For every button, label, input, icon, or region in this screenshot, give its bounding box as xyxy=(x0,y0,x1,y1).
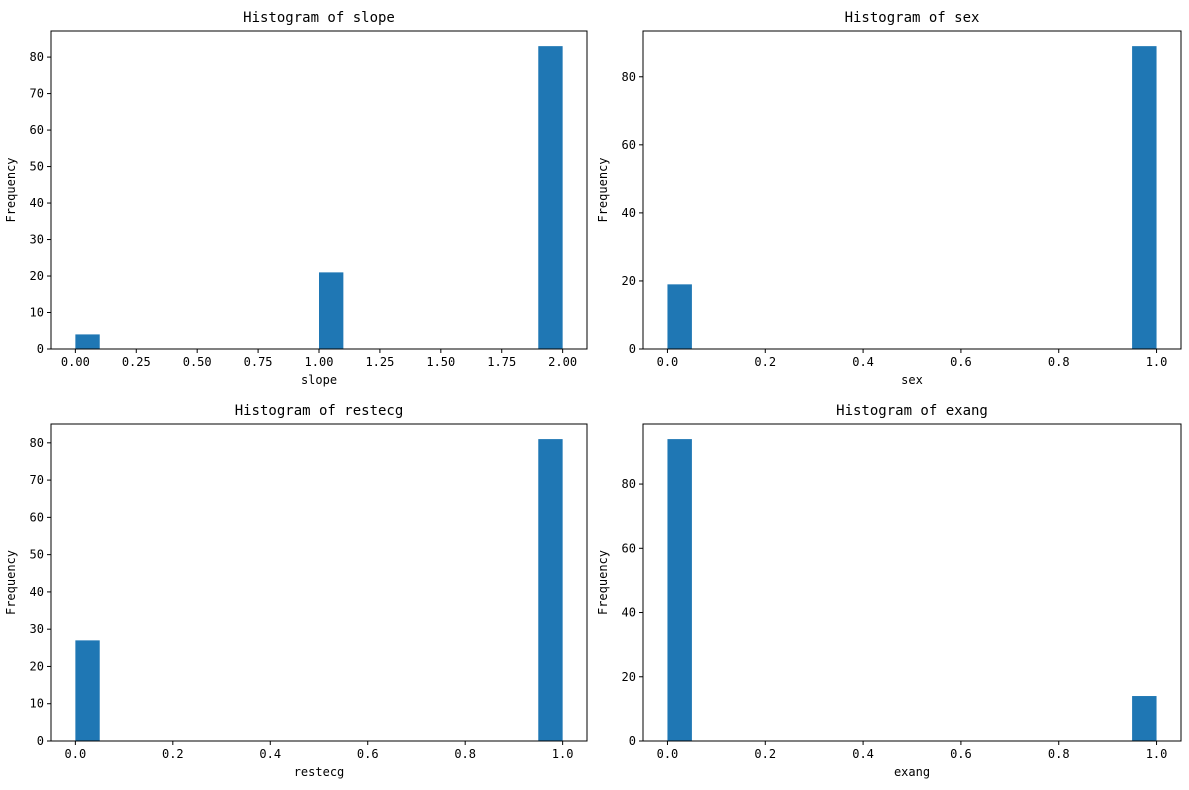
x-axis-label: restecg xyxy=(294,765,345,779)
x-tick-label: 0.0 xyxy=(657,355,679,369)
y-tick-label: 20 xyxy=(30,269,44,283)
y-tick-label: 40 xyxy=(30,585,44,599)
y-tick-label: 60 xyxy=(30,510,44,524)
x-tick-label: 0.4 xyxy=(852,355,874,369)
histogram-bar xyxy=(75,640,100,741)
y-tick-label: 30 xyxy=(30,622,44,636)
y-tick-label: 80 xyxy=(30,436,44,450)
x-tick-label: 0.4 xyxy=(259,747,281,761)
y-tick-label: 10 xyxy=(30,306,44,320)
y-tick-label: 80 xyxy=(30,50,44,64)
y-tick-label: 40 xyxy=(622,606,636,620)
y-tick-label: 0 xyxy=(629,734,636,748)
y-tick-label: 0 xyxy=(37,734,44,748)
x-tick-label: 0.75 xyxy=(244,355,273,369)
axes-frame xyxy=(642,30,1182,350)
x-tick-label: 1.0 xyxy=(1146,747,1168,761)
y-tick-label: 40 xyxy=(622,206,636,220)
histogram-bar xyxy=(667,284,692,349)
subplot-1: 0.00 0.25 0.50 0.75 1.00 1.25 1.50 1.75 2.00 0 10 2… xyxy=(4,10,588,387)
y-tick-label: 50 xyxy=(30,548,44,562)
x-tick-label: 0.8 xyxy=(454,747,476,761)
y-tick-label: 70 xyxy=(30,87,44,101)
x-tick-label: 0.6 xyxy=(950,747,972,761)
y-axis-label: Frequency xyxy=(4,157,18,222)
x-tick-label: 0.6 xyxy=(950,355,972,369)
histogram-bar xyxy=(538,46,563,350)
y-tick-label: 80 xyxy=(622,477,636,491)
chart-title: Histogram of slope xyxy=(243,10,395,26)
x-tick-label: 0.50 xyxy=(183,355,212,369)
y-tick-label: 60 xyxy=(622,541,636,555)
x-tick-label: 0.2 xyxy=(162,747,184,761)
y-tick-label: 60 xyxy=(622,138,636,152)
y-tick-label: 0 xyxy=(629,342,636,356)
x-tick-label: 1.0 xyxy=(1146,355,1168,369)
x-tick-label: 0.00 xyxy=(61,355,90,369)
x-tick-label: 0.2 xyxy=(754,355,776,369)
x-tick-label: 0.0 xyxy=(657,747,679,761)
y-tick-label: 0 xyxy=(37,342,44,356)
x-tick-label: 0.6 xyxy=(357,747,379,761)
y-tick-label: 40 xyxy=(30,196,44,210)
y-tick-label: 50 xyxy=(30,160,44,174)
x-axis-label: slope xyxy=(301,373,337,387)
subplot-2: 0.0 0.2 0.4 0.6 0.8 1.0 0 20 40 60 80 Histogram of … xyxy=(596,10,1182,387)
chart-title: Histogram of exang xyxy=(836,403,988,419)
histogram-bar xyxy=(75,334,100,349)
x-axis-label: sex xyxy=(901,373,923,387)
chart-title: Histogram of restecg xyxy=(235,403,404,419)
axes-frame xyxy=(50,423,588,742)
y-tick-label: 70 xyxy=(30,473,44,487)
histogram-bar xyxy=(538,439,563,741)
x-axis-label: exang xyxy=(894,765,930,779)
histogram-bar xyxy=(319,272,344,349)
histogram-bar xyxy=(1132,696,1157,741)
y-tick-label: 20 xyxy=(30,659,44,673)
y-tick-label: 60 xyxy=(30,123,44,137)
subplot-4: 0.0 0.2 0.4 0.6 0.8 1.0 0 20 40 60 80 Histogram of … xyxy=(596,403,1182,779)
x-tick-label: 1.0 xyxy=(552,747,574,761)
histogram-bar xyxy=(1132,46,1157,350)
y-tick-label: 80 xyxy=(622,70,636,84)
x-tick-label: 2.00 xyxy=(548,355,577,369)
chart-title: Histogram of sex xyxy=(845,10,980,26)
y-tick-label: 20 xyxy=(622,670,636,684)
y-axis-label: Frequency xyxy=(596,550,610,615)
y-tick-label: 30 xyxy=(30,233,44,247)
y-tick-label: 20 xyxy=(622,274,636,288)
histogram-bar xyxy=(667,439,692,741)
x-tick-label: 1.50 xyxy=(426,355,455,369)
x-tick-label: 1.00 xyxy=(305,355,334,369)
y-axis-label: Frequency xyxy=(4,550,18,615)
x-tick-label: 1.75 xyxy=(487,355,516,369)
x-tick-label: 0.4 xyxy=(852,747,874,761)
x-tick-label: 0.0 xyxy=(65,747,87,761)
y-axis-label: Frequency xyxy=(596,157,610,222)
x-tick-label: 1.25 xyxy=(365,355,394,369)
x-tick-label: 0.2 xyxy=(754,747,776,761)
axes-frame xyxy=(642,423,1182,742)
y-tick-label: 10 xyxy=(30,697,44,711)
x-tick-label: 0.25 xyxy=(122,355,151,369)
subplot-3: 0.0 0.2 0.4 0.6 0.8 1.0 0 10 20 30 40 50 60 70 80 Histo… xyxy=(4,403,588,779)
x-tick-label: 0.8 xyxy=(1048,355,1070,369)
x-tick-label: 0.8 xyxy=(1048,747,1070,761)
